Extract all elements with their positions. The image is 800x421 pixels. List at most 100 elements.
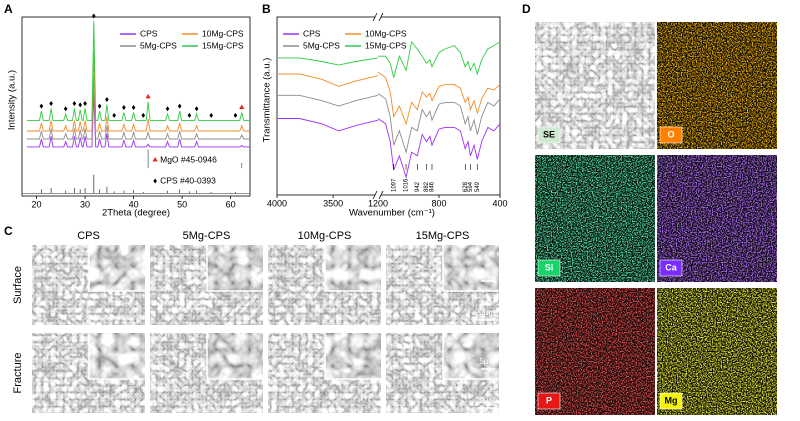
axis-break [372, 190, 378, 200]
phase-marker [233, 112, 238, 118]
phase-marker [145, 93, 151, 99]
phase-marker [122, 104, 126, 110]
map-label: Ca [665, 262, 677, 272]
inset-border [324, 333, 381, 380]
phase-marker [105, 97, 109, 103]
legend-label: 10Mg-CPS [365, 28, 407, 38]
map-label-box [659, 126, 683, 144]
phase-marker [209, 112, 213, 118]
peak-label: 882 [424, 181, 430, 192]
phase-marker [239, 104, 245, 109]
phase-marker [39, 103, 44, 109]
scale-label: 5μm [479, 357, 495, 366]
sem-inset [207, 333, 263, 379]
phase-marker [97, 103, 102, 109]
x-tick-label: 4000 [267, 198, 287, 208]
x-axis-label: 2Theta (degree) [102, 208, 170, 219]
legend-label: 5Mg-CPS [140, 40, 177, 50]
legend-marker [153, 178, 157, 184]
map-label: Mg [665, 395, 678, 405]
x-tick-label: 400 [492, 198, 507, 208]
map-label: P [546, 395, 552, 405]
legend-label: 10Mg-CPS [202, 28, 244, 38]
x-tick-label: 800 [431, 198, 446, 208]
phase-marker [91, 13, 96, 19]
column-label: 5Mg-CPS [183, 230, 231, 242]
sem-inset [89, 245, 145, 291]
phase-marker [112, 112, 116, 118]
phase-marker [72, 100, 77, 106]
ftir-line [277, 94, 379, 107]
legend-label: 5Mg-CPS [303, 40, 340, 50]
map-label: SE [543, 129, 555, 139]
map-label: Si [545, 262, 554, 272]
ftir-line [277, 57, 379, 66]
peak-label: 1097 [391, 178, 397, 192]
y-axis-label: Transmittance (a.u.) [262, 58, 273, 143]
phase-marker [131, 104, 136, 110]
legend-bg [159, 155, 222, 165]
inset-border [324, 245, 381, 292]
inset-border [88, 333, 145, 380]
sem-inset [325, 245, 381, 291]
ftir-line [377, 118, 501, 179]
panel-label: C [4, 224, 13, 238]
phase-marker [49, 100, 53, 106]
peak-label: 846 [430, 181, 436, 192]
sem-inset [443, 333, 499, 379]
phase-marker [187, 112, 192, 118]
sem-inset [443, 245, 499, 291]
phase-marker [63, 106, 68, 112]
ftir-line [377, 71, 501, 126]
legend-bg [159, 176, 222, 186]
sem-inset [325, 333, 381, 379]
ftir-line [277, 118, 379, 132]
peak-label: 594 [468, 181, 474, 192]
map-label-box [537, 126, 561, 144]
x-tick-label: 60 [226, 199, 236, 209]
xrd-line [26, 75, 250, 140]
ftir-line [277, 73, 379, 87]
legend-label: CPS [140, 28, 158, 38]
legend-marker [152, 157, 158, 162]
map-label-box [659, 259, 683, 277]
x-axis-label: Wavenumber (cm⁻¹) [349, 208, 435, 219]
inset-border [206, 333, 263, 380]
reference-label: CPS #40-0393 [160, 175, 216, 185]
inset-border [206, 245, 263, 292]
inset-border [442, 333, 499, 380]
xrd-line [26, 20, 250, 121]
axis-break [378, 12, 384, 22]
peak-label: 549 [475, 181, 481, 192]
plot-frame [276, 16, 501, 196]
map-label-box [537, 259, 561, 277]
peak-label: 942 [415, 181, 421, 192]
phase-marker [177, 103, 182, 109]
reference-label: MgO #45-0946 [160, 154, 217, 164]
map-label: O [667, 129, 674, 139]
ftir-line [377, 93, 501, 155]
legend-label: CPS [303, 28, 321, 38]
map-label-box [537, 392, 561, 410]
phase-marker [83, 100, 87, 106]
peak-label: 1016 [404, 178, 410, 192]
axis-break-gap [375, 13, 381, 21]
scale-label: 20μm [475, 396, 496, 405]
scale-label: 5μm [479, 269, 495, 278]
x-tick-label: 30 [80, 199, 90, 209]
panel-label: D [522, 2, 531, 16]
peak-label: 628 [463, 181, 469, 192]
legend-label: 15Mg-CPS [202, 40, 244, 50]
phase-marker [194, 106, 199, 112]
row-label: Fracture [12, 353, 24, 394]
sem-inset [207, 245, 263, 291]
plot-frame [21, 16, 251, 197]
x-tick-label: 50 [177, 199, 187, 209]
inset-border [88, 245, 145, 292]
xrd-line [26, 93, 250, 148]
panel-label: A [4, 2, 13, 16]
column-label: CPS [77, 230, 100, 242]
legend-label: 15Mg-CPS [365, 40, 407, 50]
column-label: 15Mg-CPS [416, 230, 470, 242]
